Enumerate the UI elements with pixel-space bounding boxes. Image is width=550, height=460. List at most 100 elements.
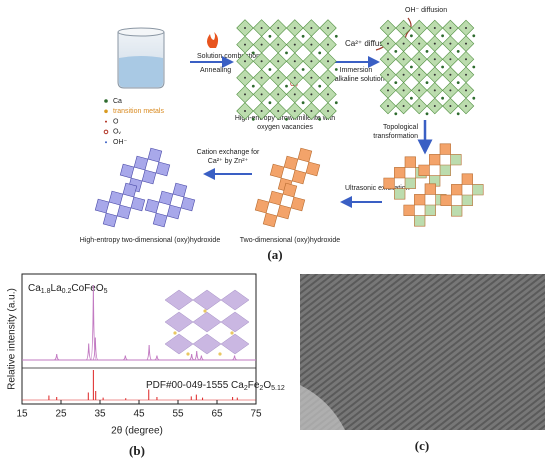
atom: [310, 110, 313, 112]
ca-atom: [318, 84, 322, 88]
atom: [402, 27, 405, 29]
atom: [260, 60, 263, 63]
step-label: Topological: [383, 124, 418, 131]
ca-atom: [301, 68, 305, 71]
formula-part: PDF#00-049-1555 Ca: [146, 380, 244, 391]
formula-part: 0.2: [62, 288, 72, 295]
atom: [433, 27, 436, 29]
reference-label: PDF#00-049-1555 Ca2Fe2O5.12: [146, 380, 285, 393]
xrd-peak: [92, 337, 99, 361]
legend-label: OH⁻: [113, 139, 128, 146]
layer: [94, 182, 146, 228]
x-tick-label: 45: [133, 409, 145, 420]
atom: [402, 89, 405, 92]
panel-label: (c): [415, 438, 429, 453]
atom: [387, 27, 389, 29]
atom: [244, 93, 246, 96]
panel-b: Relative intensity (a.u.) 2θ (degree) (b…: [7, 273, 285, 458]
atom: [310, 93, 313, 96]
atom: [310, 27, 313, 29]
atom: [465, 89, 467, 92]
atom: [387, 42, 389, 45]
atom: [327, 43, 329, 46]
atom: [418, 105, 421, 107]
octahedron: [276, 204, 292, 220]
oh-diffusion: OH⁻ diffusion: [405, 7, 447, 14]
step-label: Annealing: [200, 67, 231, 74]
atom: [293, 43, 296, 46]
xrd-peak: [54, 353, 60, 361]
ca-atom: [472, 96, 476, 100]
xrd-peak: [146, 344, 152, 361]
formula-part: Fe: [248, 380, 260, 391]
atom: [433, 73, 436, 76]
octahedron: [290, 196, 306, 212]
legend-symbol: [104, 109, 108, 114]
atom: [418, 42, 421, 45]
image-edge: [300, 385, 345, 430]
layer: [254, 182, 306, 228]
atom: [310, 76, 313, 79]
ca-atom: [472, 65, 476, 69]
formula-part: O: [263, 380, 271, 391]
beaker-rim: [117, 27, 165, 37]
formula-part: 5.12: [271, 385, 285, 392]
atom: [244, 60, 246, 63]
crystal-inset: [164, 289, 250, 356]
ca-atom: [472, 34, 476, 38]
atom: [387, 89, 389, 92]
formula-part: 1.8: [41, 288, 51, 295]
step-label: Solution combustion: [197, 53, 260, 60]
ca-atom: [410, 34, 413, 38]
ca-atom: [334, 34, 338, 38]
octahedron: [424, 204, 436, 216]
atom: [293, 27, 296, 29]
ca-atom: [301, 34, 305, 38]
x-tick-label: 75: [250, 409, 262, 420]
atom: [402, 42, 405, 45]
atom: [418, 73, 421, 76]
atom: [327, 76, 329, 79]
ca-atom: [285, 117, 288, 121]
atom: [293, 60, 296, 63]
atom: [293, 110, 296, 112]
octahedron: [394, 188, 406, 200]
atom: [418, 58, 421, 61]
ca-atom: [410, 65, 413, 69]
formula-part: La: [51, 283, 63, 294]
formula-part: CoFeO: [71, 283, 103, 294]
atom: [260, 76, 263, 79]
legend-symbol: [105, 141, 107, 144]
atom: [387, 58, 389, 61]
ca-atom: [318, 51, 322, 55]
x-tick-label: 15: [16, 409, 28, 420]
octahedron: [404, 177, 416, 189]
atom: [244, 27, 246, 29]
legend-symbol: [105, 120, 107, 123]
atom: [418, 89, 421, 92]
panel-a: Solution combustion Annealing High-entro…: [80, 7, 484, 262]
ca-atom: [301, 101, 305, 105]
sample-formula: Ca1.8La0.2CoFeO5: [28, 283, 108, 296]
ca-atom: [251, 117, 255, 121]
y-axis-label: Relative intensity (a.u.): [7, 288, 18, 390]
xrd-peak: [231, 355, 238, 361]
ca-atom: [251, 84, 255, 88]
atom: [465, 27, 467, 29]
octahedron: [472, 184, 484, 196]
step-label: Immersion: [340, 67, 373, 74]
product-label: High-entropy two-dimensional (oxy)hydrox…: [80, 237, 221, 244]
atom: [277, 110, 280, 112]
ca-atom: [334, 101, 338, 105]
ca-atom: [318, 117, 322, 121]
legend-label: Ca: [113, 98, 122, 105]
atom: [449, 105, 452, 107]
ca-atom: [456, 81, 460, 84]
formula-part: 5: [104, 288, 108, 295]
xrd-peak: [193, 350, 200, 361]
atom: [433, 42, 436, 45]
x-tick-label: 35: [94, 409, 106, 420]
product-label: High-entropy Brownmillerite with: [235, 115, 335, 122]
atom: [449, 42, 452, 45]
